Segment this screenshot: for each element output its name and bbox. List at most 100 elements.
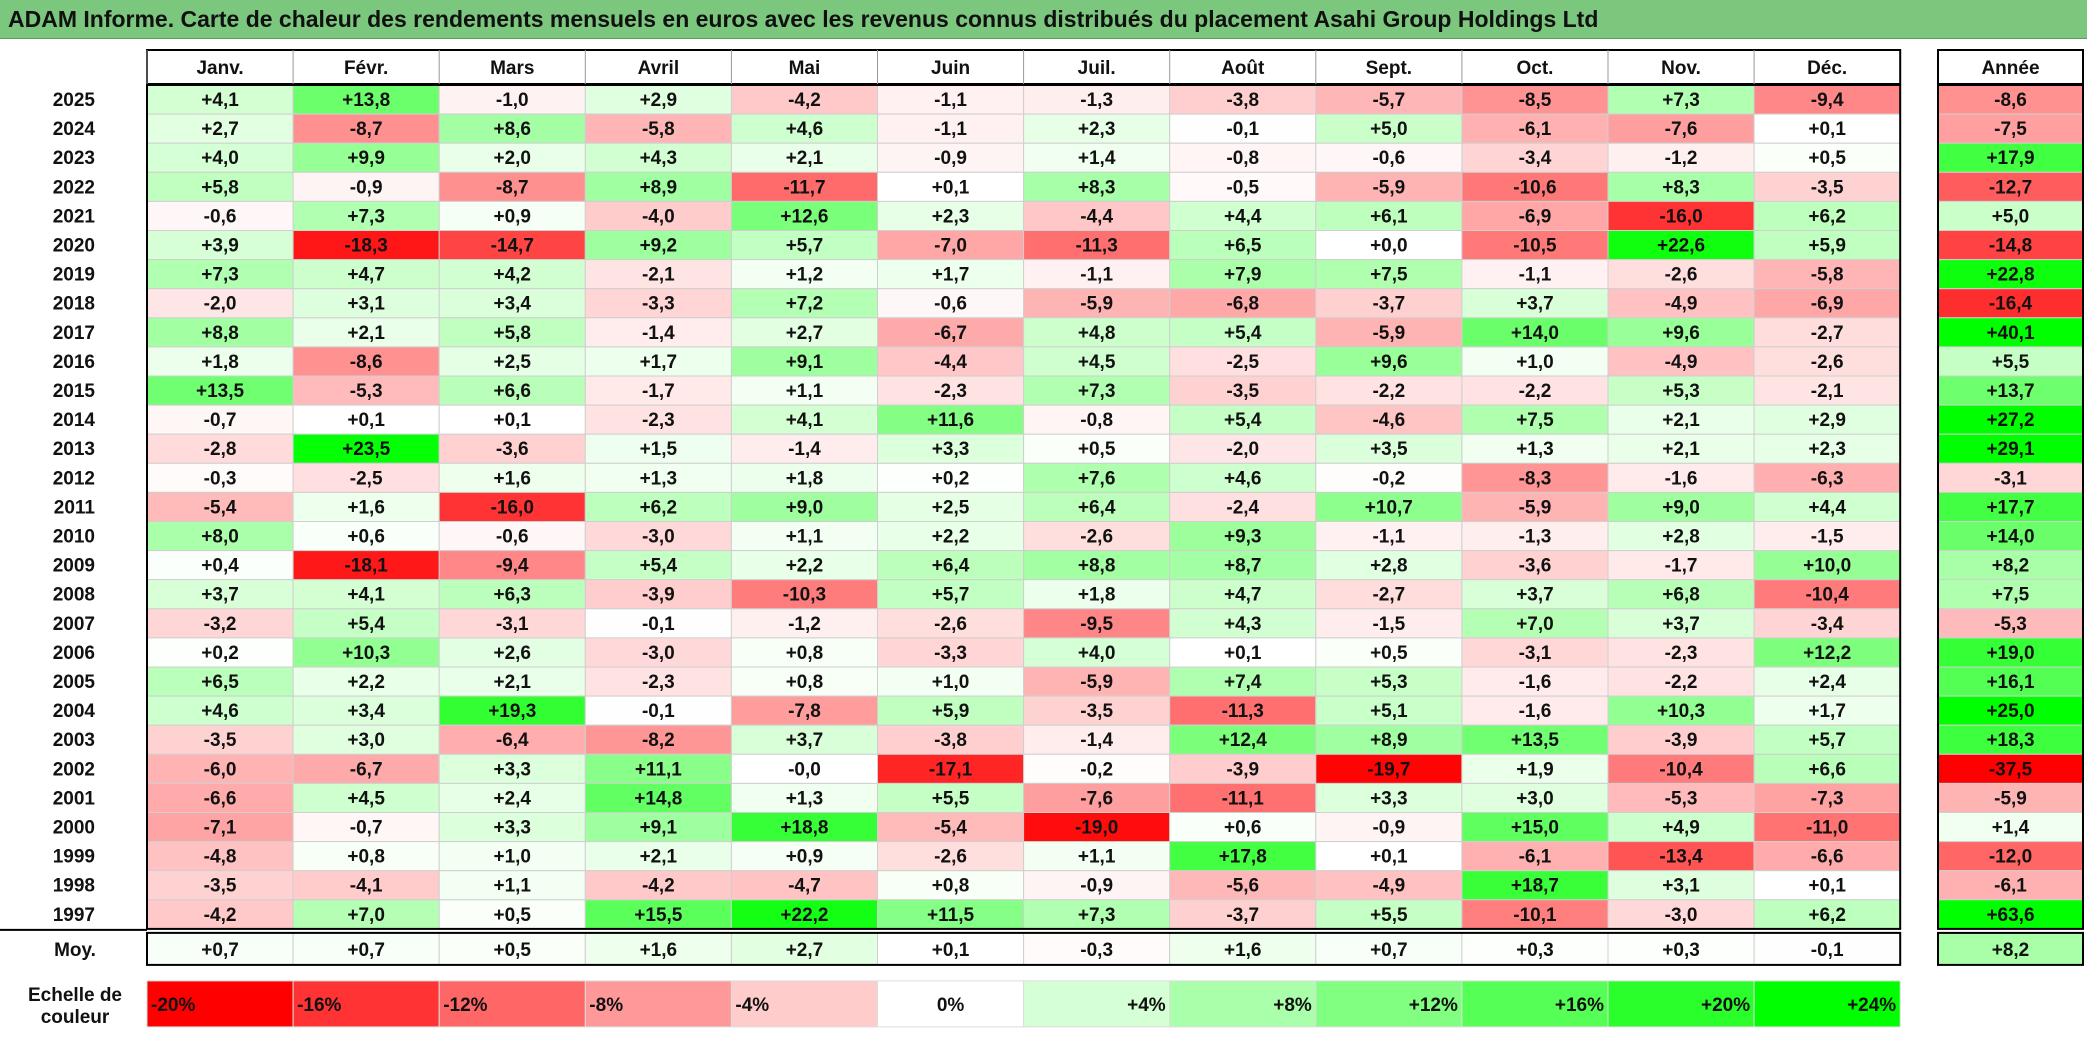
cell-value: -5,7 bbox=[1372, 90, 1405, 111]
heat-cell bbox=[438, 812, 586, 843]
cell-value: +6,2 bbox=[640, 497, 678, 518]
average-cell bbox=[1461, 932, 1609, 966]
annual-cell bbox=[1937, 433, 2084, 464]
year-label: 1999 bbox=[53, 847, 95, 868]
color-scale-swatch bbox=[1461, 980, 1609, 1028]
heat-cell bbox=[146, 579, 294, 610]
annual-cell bbox=[1937, 782, 2084, 814]
cell-value: +5,4 bbox=[1224, 323, 1262, 344]
cell-value: +1,7 bbox=[932, 265, 970, 286]
cell-value: +1,7 bbox=[640, 352, 678, 373]
cell-value: -2,5 bbox=[1226, 352, 1259, 373]
cell-value: -3,0 bbox=[642, 527, 675, 548]
chart-title: ADAM Informe. Carte de chaleur des rende… bbox=[8, 6, 1599, 32]
cell-value: -3,6 bbox=[1519, 556, 1552, 577]
annual-value: +5,0 bbox=[1992, 206, 2030, 227]
cell-value: +2,2 bbox=[786, 556, 824, 577]
annual-value: +27,2 bbox=[1986, 410, 2034, 431]
month-header: Juin bbox=[931, 58, 970, 79]
average-row-border bbox=[146, 931, 1902, 966]
cell-value: +7,6 bbox=[1078, 468, 1116, 489]
cell-value: -1,1 bbox=[1519, 265, 1552, 286]
color-scale-stop-label: +16% bbox=[1555, 995, 1604, 1016]
year-label: 2011 bbox=[54, 497, 96, 518]
annual-value: -14,8 bbox=[1989, 236, 2032, 257]
cell-value: -1,2 bbox=[1665, 148, 1698, 169]
cell-value: -4,6 bbox=[1372, 410, 1405, 431]
cell-value: +4,9 bbox=[1662, 818, 1700, 839]
cell-value: -17,1 bbox=[929, 759, 973, 780]
heat-cell bbox=[584, 666, 732, 697]
cell-value: -6,0 bbox=[204, 759, 237, 780]
cell-value: -6,1 bbox=[1519, 847, 1552, 868]
heat-cell bbox=[1753, 899, 1901, 930]
year-label: 2009 bbox=[53, 556, 95, 577]
cell-value: +15,5 bbox=[634, 905, 683, 926]
cell-value: -8,7 bbox=[350, 119, 383, 140]
heat-cell bbox=[877, 870, 1025, 901]
cell-value: +4,0 bbox=[201, 148, 239, 169]
cell-value: +1,7 bbox=[1808, 701, 1846, 722]
heat-cell bbox=[1607, 841, 1755, 872]
cell-value: +1,1 bbox=[493, 876, 531, 897]
heat-cell bbox=[1753, 230, 1901, 261]
cell-value: +7,2 bbox=[786, 294, 824, 315]
heat-cell bbox=[1023, 433, 1171, 464]
cell-value: +3,7 bbox=[1516, 585, 1554, 606]
heat-cell bbox=[730, 608, 879, 639]
average-value: +0,7 bbox=[201, 940, 239, 961]
cell-value: -1,1 bbox=[934, 90, 967, 111]
heat-cell bbox=[1607, 288, 1755, 319]
heat-cell bbox=[438, 462, 586, 493]
cell-value: +5,8 bbox=[201, 177, 239, 198]
heat-cell bbox=[1607, 695, 1755, 726]
cell-value: +5,0 bbox=[1370, 119, 1408, 140]
cell-value: +0,6 bbox=[347, 527, 385, 548]
color-scale-stop-label: +4% bbox=[1127, 995, 1166, 1016]
cell-value: +4,7 bbox=[347, 265, 385, 286]
cell-value: +11,1 bbox=[635, 759, 682, 780]
cell-value: +4,4 bbox=[1224, 206, 1262, 227]
cell-value: +4,8 bbox=[1078, 323, 1116, 344]
heat-cell bbox=[584, 433, 732, 464]
heat-cell bbox=[584, 491, 732, 522]
cell-value: +4,1 bbox=[201, 90, 239, 111]
color-scale-stop-label: -20% bbox=[151, 995, 195, 1016]
cell-value: +9,1 bbox=[786, 352, 824, 373]
cell-value: +11,5 bbox=[927, 905, 974, 926]
cell-value: +1,4 bbox=[1078, 148, 1116, 169]
heat-cell bbox=[877, 521, 1025, 552]
cell-value: -0,2 bbox=[1372, 468, 1405, 489]
cell-value: +1,3 bbox=[1516, 439, 1554, 460]
cell-value: +10,7 bbox=[1365, 497, 1413, 518]
annual-value: -12,7 bbox=[1989, 177, 2032, 198]
cell-value: -1,7 bbox=[1665, 556, 1698, 577]
cell-value: +5,4 bbox=[347, 614, 385, 635]
cell-value: +3,7 bbox=[201, 585, 239, 606]
heat-cell bbox=[438, 841, 586, 872]
heat-cell bbox=[292, 782, 440, 814]
cell-value: -2,8 bbox=[204, 439, 237, 460]
cell-value: +1,0 bbox=[1516, 352, 1554, 373]
cell-value: +2,3 bbox=[1808, 439, 1846, 460]
heat-cell bbox=[1461, 695, 1609, 726]
cell-value: +0,1 bbox=[347, 410, 385, 431]
annual-header: Année bbox=[1981, 58, 2039, 79]
heat-cell bbox=[1607, 521, 1755, 552]
annual-value: +40,1 bbox=[1986, 323, 2035, 344]
heat-cell bbox=[877, 724, 1025, 755]
cell-value: -3,9 bbox=[1665, 730, 1698, 751]
cell-value: +3,0 bbox=[347, 730, 385, 751]
heat-cell bbox=[1023, 113, 1171, 144]
cell-value: +11,6 bbox=[927, 410, 974, 431]
cell-value: +4,3 bbox=[1224, 614, 1262, 635]
cell-value: +2,9 bbox=[640, 90, 678, 111]
cell-value: +1,1 bbox=[1078, 847, 1116, 868]
heat-cell bbox=[1607, 579, 1755, 610]
heat-cell bbox=[730, 433, 879, 464]
cell-value: -5,9 bbox=[1519, 497, 1552, 518]
heat-cell bbox=[146, 724, 294, 755]
cell-value: +0,8 bbox=[932, 876, 970, 897]
heat-cell bbox=[1023, 317, 1171, 348]
cell-value: +5,7 bbox=[1808, 730, 1846, 751]
